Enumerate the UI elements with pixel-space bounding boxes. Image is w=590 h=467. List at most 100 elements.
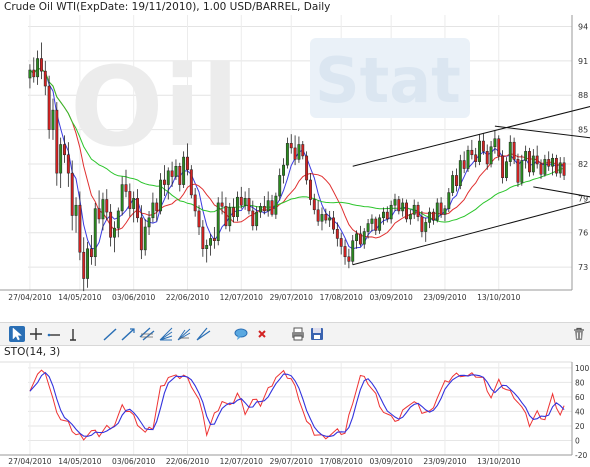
candle (36, 50, 40, 85)
candle (162, 165, 166, 197)
candle-body (255, 211, 259, 227)
candle-body (186, 156, 189, 170)
channel-line[interactable] (352, 199, 590, 266)
candle (431, 208, 435, 225)
stochastic-date-tick-label: 29/07/2010 (270, 457, 313, 466)
candle-body (262, 206, 266, 212)
candle (147, 210, 151, 235)
stochastic-tick-label: 60 (575, 393, 585, 402)
candle-body (43, 70, 47, 87)
price-tick-label: 85 (578, 126, 588, 135)
candle (370, 214, 374, 232)
candle (378, 214, 382, 234)
channel-line[interactable] (533, 186, 590, 198)
trend-line-icon[interactable] (102, 326, 118, 342)
candle-body (435, 202, 439, 221)
candle (239, 186, 243, 209)
candle-body (489, 146, 493, 165)
candle-body (455, 175, 458, 186)
candle (562, 157, 566, 180)
ma-mid-line (29, 67, 565, 239)
candle (116, 207, 120, 238)
vertical-line-icon[interactable] (65, 326, 81, 342)
cursor-select-icon[interactable] (9, 326, 25, 342)
watermark-box (310, 38, 470, 118)
candle-body (558, 162, 562, 174)
candle (43, 60, 47, 96)
channel-line[interactable] (352, 104, 590, 167)
candle (251, 200, 255, 231)
candle-body (366, 223, 370, 232)
save-icon[interactable] (309, 326, 325, 342)
candle (320, 207, 324, 231)
candle-body (551, 157, 554, 167)
fibonacci-fan-icon[interactable] (158, 326, 174, 342)
candle-body (36, 58, 40, 78)
stochastic-axis-labels: 100 80 60 40 20 0 -20 (575, 364, 590, 460)
andrews-pitchfork-icon[interactable] (176, 326, 192, 342)
candle (412, 199, 416, 219)
candle (405, 199, 408, 223)
candle (101, 192, 105, 231)
candle (416, 201, 420, 222)
candle-body (485, 151, 489, 165)
ray-line-icon[interactable] (120, 326, 136, 342)
candle (312, 193, 316, 215)
candle (97, 190, 101, 224)
candle (424, 217, 428, 242)
candle (481, 133, 485, 155)
candle-body (451, 175, 455, 193)
parallel-channel-icon[interactable] (139, 326, 155, 342)
candle-body (382, 211, 385, 219)
candle-body (508, 141, 512, 162)
candle-body (197, 210, 201, 228)
candle-body (93, 208, 97, 258)
candle-body (412, 204, 416, 215)
watermark-text-stat: Stat (315, 44, 461, 117)
print-icon[interactable] (290, 326, 306, 342)
gann-fan-icon[interactable] (195, 326, 211, 342)
candle (504, 157, 508, 182)
candle-body (335, 229, 339, 239)
channel-lines (352, 104, 590, 266)
candle-body (378, 217, 382, 231)
candle-body (174, 166, 178, 177)
candle-body (516, 159, 520, 183)
candle-body (151, 202, 155, 219)
candle-body (293, 147, 297, 160)
candle-body (493, 138, 497, 148)
delete-drawing-icon[interactable] (254, 326, 270, 342)
horizontal-line-icon[interactable] (46, 326, 62, 342)
candle (332, 210, 335, 234)
channel-line[interactable] (494, 125, 590, 139)
date-tick-label: 14/05/2010 (58, 293, 101, 302)
candle (355, 230, 359, 249)
candle-body (324, 214, 328, 221)
candle (393, 193, 397, 211)
candle-body (431, 211, 435, 221)
text-note-icon[interactable] (233, 326, 249, 342)
date-tick-label: 22/06/2010 (166, 293, 209, 302)
candle (124, 169, 128, 198)
trash-icon[interactable] (571, 326, 587, 342)
candle (493, 130, 497, 154)
candle-body (193, 194, 197, 212)
candle (285, 137, 289, 169)
price-chart[interactable]: Oil Stat 94 91 88 85 82 79 76 73 27/04/2010 14/05… (0, 0, 590, 320)
stochastic-date-tick-label: 17/08/2010 (320, 457, 363, 466)
candle (339, 232, 343, 255)
candle (70, 160, 74, 231)
candle-body (316, 209, 320, 222)
candle (216, 197, 220, 246)
stochastic-grid (0, 361, 573, 456)
candle-body (547, 159, 551, 167)
candle (243, 191, 247, 210)
candle-body (128, 191, 132, 209)
crosshair-icon[interactable] (28, 326, 44, 342)
candle-body (397, 199, 401, 212)
candle (547, 151, 551, 171)
date-tick-label: 03/09/2010 (370, 293, 413, 302)
candle-body (355, 233, 359, 241)
price-tick-label: 82 (578, 160, 588, 169)
